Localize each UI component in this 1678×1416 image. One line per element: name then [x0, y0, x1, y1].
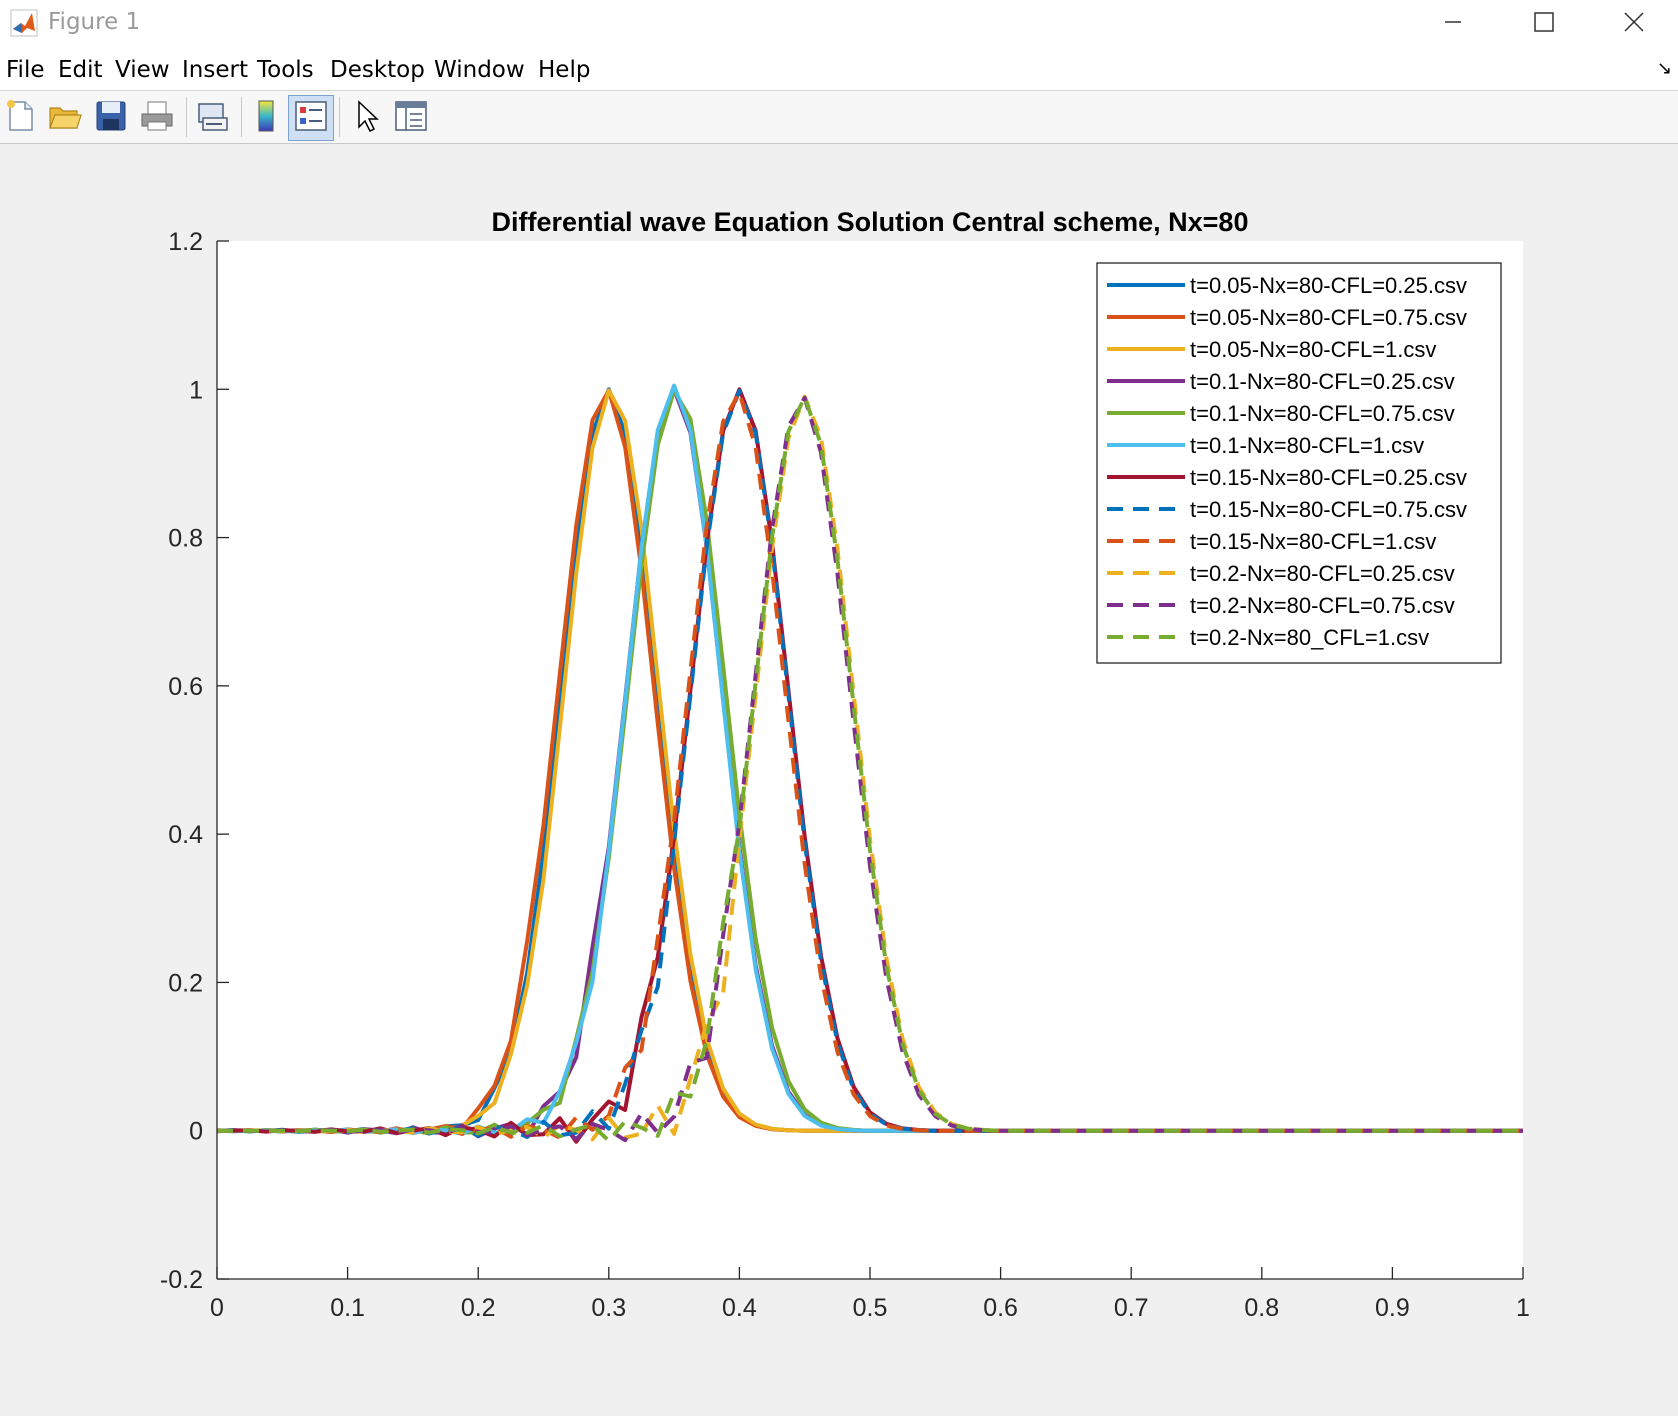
menu-insert[interactable]: Insert: [182, 57, 248, 83]
legend-entry: t=0.1-Nx=80-CFL=0.75.csv: [1190, 401, 1455, 426]
x-tick-label: 0.4: [722, 1294, 757, 1322]
y-axis-ticks: 1.2 1 0.8 0.6 0.4 0.2 0 -0.2: [160, 228, 229, 1294]
y-tick-label: 0.8: [168, 525, 203, 553]
matlab-logo-icon: [10, 9, 38, 37]
close-icon[interactable]: [1588, 0, 1678, 46]
legend-entry: t=0.05-Nx=80-CFL=0.75.csv: [1190, 305, 1467, 330]
x-tick-label: 0.9: [1375, 1294, 1410, 1322]
insert-legend-icon[interactable]: [293, 98, 329, 134]
property-inspector-icon[interactable]: [393, 98, 429, 134]
y-tick-label: 0: [189, 1118, 203, 1146]
maximize-icon[interactable]: [1498, 0, 1588, 46]
x-tick-label: 0.1: [330, 1294, 365, 1322]
window-titlebar: Figure 1: [0, 0, 1678, 46]
open-file-icon[interactable]: [47, 98, 83, 134]
legend-entry: t=0.15-Nx=80-CFL=1.csv: [1190, 529, 1436, 554]
dock-arrow-icon[interactable]: ↘: [1656, 58, 1672, 78]
y-tick-label: 0.6: [168, 673, 203, 701]
legend-entry: t=0.2-Nx=80_CFL=1.csv: [1190, 625, 1429, 650]
menu-file[interactable]: File: [6, 57, 45, 83]
y-tick-label: 0.4: [168, 821, 203, 849]
legend-entry: t=0.2-Nx=80-CFL=0.25.csv: [1190, 561, 1455, 586]
menu-view[interactable]: View: [115, 57, 170, 83]
plot-axes[interactable]: 0 0.1 0.2 0.3 0.4 0.5 0.6 0.7 0.8 0.9 1 1.2 1 0.8 0.6…: [0, 144, 1678, 1416]
link-plot-icon[interactable]: [194, 98, 230, 134]
x-tick-label: 0.5: [853, 1294, 888, 1322]
y-tick-label: 1: [189, 376, 203, 404]
figure-canvas[interactable]: 0 0.1 0.2 0.3 0.4 0.5 0.6 0.7 0.8 0.9 1 1.2 1 0.8 0.6…: [0, 144, 1678, 1416]
plot-lines: [216, 383, 1523, 1144]
legend-entry: t=0.15-Nx=80-CFL=0.75.csv: [1190, 497, 1467, 522]
legend-entry: t=0.1-Nx=80-CFL=1.csv: [1190, 433, 1424, 458]
y-tick-label: -0.2: [160, 1266, 203, 1294]
y-tick-label: 0.2: [168, 969, 203, 997]
menu-window[interactable]: Window: [434, 57, 525, 83]
x-tick-label: 1: [1516, 1294, 1530, 1322]
save-icon[interactable]: [93, 98, 129, 134]
legend-entry: t=0.15-Nx=80-CFL=0.25.csv: [1190, 465, 1467, 490]
print-icon[interactable]: [139, 98, 175, 134]
x-tick-label: 0.7: [1114, 1294, 1149, 1322]
legend-box: [1096, 262, 1502, 664]
menu-desktop[interactable]: Desktop: [330, 57, 425, 83]
x-tick-label: 0.3: [591, 1294, 626, 1322]
menu-tools[interactable]: Tools: [257, 57, 314, 83]
legend-entry: t=0.05-Nx=80-CFL=0.25.csv: [1190, 273, 1467, 298]
menu-bar: File Edit View Insert Tools Desktop Wind…: [0, 46, 1678, 91]
x-axis-ticks: 0 0.1 0.2 0.3 0.4 0.5 0.6 0.7 0.8 0.9 1: [210, 1267, 1530, 1322]
figure-toolbar: [0, 91, 1678, 144]
window-title: Figure 1: [48, 9, 141, 35]
new-figure-icon[interactable]: [2, 98, 38, 134]
y-tick-label: 1.2: [168, 228, 203, 256]
legend-entry: t=0.05-Nx=80-CFL=1.csv: [1190, 337, 1436, 362]
menu-edit[interactable]: Edit: [58, 57, 103, 83]
x-tick-label: 0.6: [983, 1294, 1018, 1322]
x-tick-label: 0.2: [461, 1294, 496, 1322]
plot-title: Differential wave Equation Solution Cent…: [492, 207, 1249, 237]
toolbar-separator: [241, 97, 242, 137]
legend[interactable]: t=0.05-Nx=80-CFL=0.25.csv t=0.05-Nx=80-CF…: [1096, 262, 1502, 664]
edit-plot-icon[interactable]: [350, 98, 386, 134]
toolbar-separator: [339, 97, 340, 137]
legend-entry: t=0.1-Nx=80-CFL=0.25.csv: [1190, 369, 1455, 394]
menu-help[interactable]: Help: [538, 57, 591, 83]
x-tick-label: 0.8: [1244, 1294, 1279, 1322]
insert-colorbar-icon[interactable]: [249, 98, 285, 134]
toolbar-separator: [186, 97, 187, 137]
series-line: [217, 395, 1523, 1143]
legend-entry: t=0.2-Nx=80-CFL=0.75.csv: [1190, 593, 1455, 618]
minimize-icon[interactable]: [1408, 0, 1498, 46]
x-tick-label: 0: [210, 1294, 224, 1322]
